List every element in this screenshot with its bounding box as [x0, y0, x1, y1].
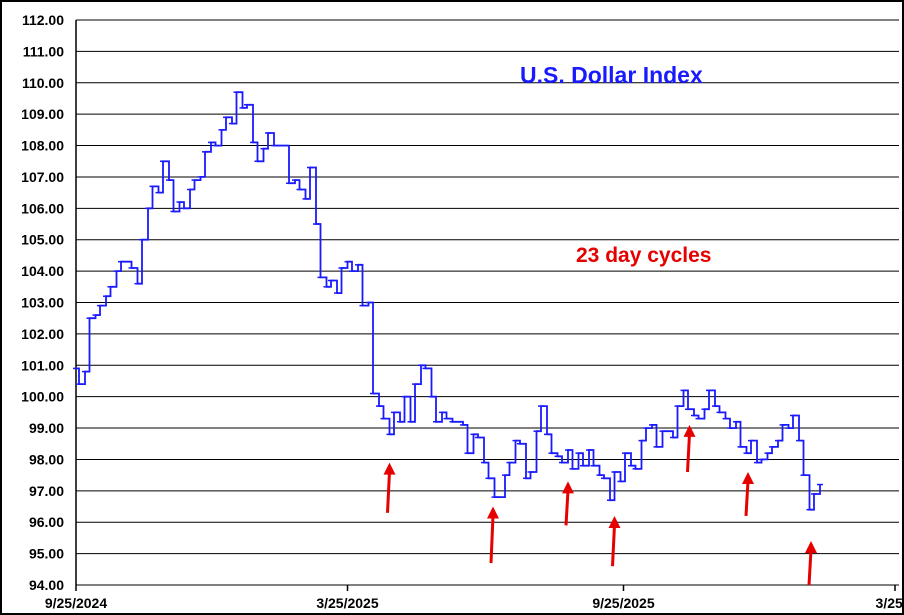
x-tick-label: 9/25/2025 [592, 595, 654, 611]
y-tick-label: 100.00 [21, 389, 64, 405]
y-tick-label: 102.00 [21, 326, 64, 342]
arrow-shaft [564, 490, 570, 526]
y-tick-label: 97.00 [29, 483, 64, 499]
x-tick-label: 3/25/2 [876, 595, 902, 611]
chart-title: U.S. Dollar Index [520, 62, 703, 88]
y-tick-label: 108.00 [21, 138, 64, 154]
cycle-annotation: 23 day cycles [576, 244, 711, 267]
arrow-markers [383, 424, 817, 586]
y-axis-ticks: 112.00 111.00 110.00 109.00 108.00 107.00 106.… [21, 12, 64, 593]
cycle-arrow [742, 472, 754, 517]
y-tick-label: 107.00 [21, 169, 64, 185]
cycle-arrow [683, 424, 696, 473]
arrow-shaft [611, 524, 616, 567]
x-tick-label: 3/25/2025 [316, 595, 378, 611]
y-tick-label: 98.00 [29, 451, 64, 467]
cycle-arrow [805, 541, 817, 586]
arrow-shaft [744, 480, 750, 517]
arrow-shaft [807, 549, 813, 586]
x-tick-label: 9/25/2024 [45, 595, 107, 611]
y-tick-label: 96.00 [29, 514, 64, 530]
cycle-arrow [487, 506, 499, 564]
arrow-head [683, 424, 696, 437]
cycle-arrow [383, 462, 396, 513]
arrow-shaft [489, 515, 495, 564]
y-tick-label: 106.00 [21, 200, 64, 216]
y-tick-label: 94.00 [29, 577, 64, 593]
arrow-head [742, 472, 754, 484]
x-axis-ticks: 9/25/2024 3/25/2025 9/25/2025 3/25/2 [45, 585, 902, 611]
y-tick-label: 103.00 [21, 295, 64, 311]
y-tick-label: 95.00 [29, 546, 64, 562]
y-tick-label: 112.00 [22, 12, 64, 28]
y-tick-label: 105.00 [21, 232, 64, 248]
arrow-shaft [686, 433, 691, 473]
arrow-head [487, 506, 499, 519]
y-tick-label: 101.00 [21, 357, 64, 373]
arrow-shaft [386, 471, 391, 513]
cycle-arrow [608, 515, 621, 567]
series-group [73, 91, 823, 511]
series-line [76, 91, 821, 511]
arrow-head [562, 481, 574, 494]
arrow-head [608, 515, 621, 528]
arrow-head [383, 462, 396, 475]
arrow-head [805, 541, 817, 554]
cycle-arrow [562, 481, 574, 526]
y-tick-label: 111.00 [23, 43, 64, 59]
y-tick-label: 104.00 [21, 263, 64, 279]
grid-lines [75, 19, 899, 586]
y-tick-label: 99.00 [29, 420, 64, 436]
y-tick-label: 110.00 [22, 75, 64, 91]
y-tick-label: 109.00 [21, 106, 64, 122]
